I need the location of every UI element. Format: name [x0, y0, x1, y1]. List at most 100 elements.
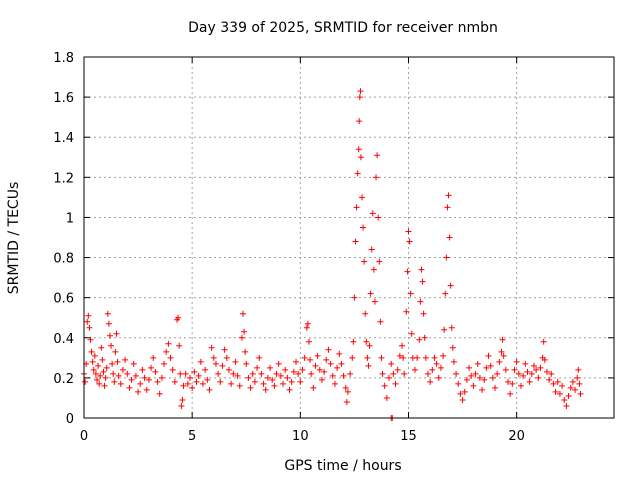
data-point — [515, 370, 522, 377]
data-point — [338, 360, 345, 367]
data-point — [541, 356, 548, 363]
data-point — [505, 378, 511, 385]
data-point — [217, 378, 224, 385]
data-point — [431, 354, 438, 361]
data-point — [325, 346, 332, 353]
data-point — [443, 254, 450, 261]
data-point — [383, 394, 390, 401]
data-point — [88, 348, 95, 355]
data-point — [215, 370, 222, 377]
data-point — [540, 338, 547, 345]
data-point — [92, 370, 99, 377]
data-point — [135, 388, 142, 395]
grid-lines — [84, 57, 614, 418]
data-point — [421, 334, 428, 341]
data-point — [445, 192, 452, 199]
data-point — [150, 354, 157, 361]
data-point — [400, 354, 407, 361]
data-point — [179, 396, 186, 403]
data-point — [303, 324, 310, 331]
data-point — [347, 370, 354, 377]
data-point — [396, 352, 403, 359]
data-point — [154, 378, 161, 385]
data-point — [466, 364, 473, 371]
data-point — [299, 366, 306, 373]
data-point — [446, 234, 453, 241]
data-point — [361, 258, 368, 265]
data-point — [225, 366, 232, 373]
data-point — [474, 360, 481, 367]
data-point — [455, 380, 462, 387]
data-point — [175, 314, 182, 321]
data-point — [401, 370, 408, 377]
x-tick-label: 20 — [508, 429, 525, 444]
data-point — [247, 384, 254, 391]
data-point — [103, 364, 110, 371]
data-point — [91, 352, 98, 359]
data-point — [530, 362, 537, 369]
data-point — [128, 376, 135, 383]
data-point — [563, 402, 570, 409]
data-point — [254, 364, 261, 371]
data-point — [327, 360, 334, 367]
data-point — [489, 374, 496, 381]
data-point — [301, 354, 308, 361]
data-point — [318, 376, 325, 383]
data-point — [577, 390, 584, 397]
data-point — [177, 370, 184, 377]
data-point — [236, 382, 243, 389]
data-point — [498, 348, 505, 355]
data-point — [371, 298, 378, 305]
data-point — [375, 214, 382, 221]
data-point — [487, 362, 494, 369]
data-point — [407, 290, 414, 297]
data-point — [264, 374, 271, 381]
y-tick-label: 0.8 — [53, 252, 74, 267]
data-point — [245, 374, 252, 381]
data-point — [280, 380, 287, 387]
data-point — [499, 336, 506, 343]
data-point — [537, 364, 544, 371]
data-point — [243, 360, 250, 367]
y-tick-label: 1.6 — [53, 91, 74, 106]
data-point — [492, 384, 499, 391]
data-point — [282, 366, 289, 373]
data-point — [314, 352, 321, 359]
data-point — [195, 372, 202, 379]
data-point — [87, 336, 94, 343]
data-point — [93, 376, 100, 383]
data-point — [374, 152, 381, 159]
data-point — [112, 348, 119, 355]
data-point — [459, 396, 466, 403]
data-point — [569, 378, 576, 385]
data-point — [485, 352, 492, 359]
data-point — [242, 348, 249, 355]
data-point — [370, 266, 377, 273]
data-point — [293, 358, 299, 365]
data-point — [356, 118, 363, 125]
data-point — [472, 370, 479, 377]
data-point — [117, 380, 124, 387]
data-point — [543, 368, 550, 375]
data-point — [356, 94, 363, 101]
y-tick-label: 1 — [66, 211, 74, 226]
data-point — [429, 366, 436, 373]
data-point — [197, 358, 204, 365]
data-point — [115, 372, 122, 379]
data-point — [517, 382, 524, 389]
data-point — [139, 366, 146, 373]
data-point — [219, 362, 226, 369]
data-point — [362, 310, 369, 317]
data-point — [522, 360, 529, 367]
data-point — [102, 374, 109, 381]
data-point — [199, 380, 206, 387]
data-point — [457, 390, 464, 397]
data-point — [453, 370, 460, 377]
data-point — [414, 354, 421, 361]
data-point — [262, 386, 269, 393]
data-point — [169, 366, 176, 373]
data-point — [295, 370, 302, 377]
data-point — [90, 366, 97, 373]
data-point — [424, 370, 431, 377]
data-point — [109, 360, 116, 367]
